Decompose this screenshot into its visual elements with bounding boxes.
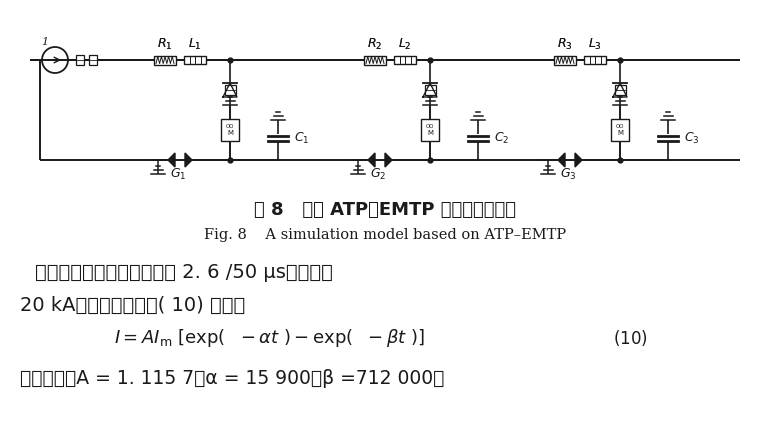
Bar [225, 85, 236, 95]
Text: OO: OO [226, 124, 234, 130]
Polygon shape [168, 153, 175, 167]
Text: 20 kA，其解析式如式( 10) 所示。: 20 kA，其解析式如式( 10) 所示。 [20, 295, 246, 314]
Text: M: M [617, 130, 623, 136]
Bar [76, 55, 84, 65]
Text: $L_3$: $L_3$ [588, 37, 602, 52]
Polygon shape [368, 153, 375, 167]
Bar [424, 85, 436, 95]
Bar [184, 56, 206, 64]
Text: OO: OO [426, 124, 434, 130]
Polygon shape [185, 153, 192, 167]
Bar [89, 55, 97, 65]
Text: $L_2$: $L_2$ [398, 37, 412, 52]
Text: M: M [427, 130, 433, 136]
Polygon shape [558, 153, 565, 167]
Text: $R_3$: $R_3$ [557, 37, 573, 52]
Text: $G_1$: $G_1$ [170, 166, 186, 182]
Bar [364, 56, 386, 64]
Bar [154, 56, 176, 64]
Bar [611, 119, 629, 141]
Text: $L_1$: $L_1$ [188, 37, 202, 52]
Text: OO: OO [616, 124, 624, 130]
Text: $R_1$: $R_1$ [157, 37, 172, 52]
Text: 图 8   采用 ATP－EMTP 建立的仿真模型: 图 8 采用 ATP－EMTP 建立的仿真模型 [254, 201, 516, 219]
Bar [614, 85, 625, 95]
Text: $C_3$: $C_3$ [684, 131, 700, 146]
Bar [554, 56, 576, 64]
Text: $I = AI_{\mathrm{m}}\ [\exp(\ \ -\alpha t\ ) - \exp(\ \ -\beta t\ )]$: $I = AI_{\mathrm{m}}\ [\exp(\ \ -\alpha … [114, 327, 426, 349]
Text: $G_3$: $G_3$ [560, 166, 576, 182]
Text: 1: 1 [42, 37, 49, 47]
Text: $R_1$: $R_1$ [157, 37, 172, 52]
Text: 仿真时使用冲击电流波形为 2. 6 /50 μs，幅值为: 仿真时使用冲击电流波形为 2. 6 /50 μs，幅值为 [35, 264, 333, 283]
Text: $R_2$: $R_2$ [367, 37, 383, 52]
Text: $L_3$: $L_3$ [588, 37, 602, 52]
Text: $C_1$: $C_1$ [294, 131, 310, 146]
Text: $L_1$: $L_1$ [188, 37, 202, 52]
Text: $G_2$: $G_2$ [370, 166, 386, 182]
Text: $C_2$: $C_2$ [494, 131, 509, 146]
Bar [394, 56, 416, 64]
Bar [421, 119, 439, 141]
Text: $L_2$: $L_2$ [398, 37, 412, 52]
Text: $R_3$: $R_3$ [557, 37, 573, 52]
Text: M: M [227, 130, 233, 136]
Text: Fig. 8    A simulation model based on ATP–EMTP: Fig. 8 A simulation model based on ATP–E… [204, 228, 566, 242]
Polygon shape [575, 153, 582, 167]
Bar [584, 56, 606, 64]
Polygon shape [385, 153, 392, 167]
Bar [221, 119, 239, 141]
Text: $( 10)$: $( 10)$ [613, 328, 648, 348]
Text: 经计算得：A = 1. 115 7，α = 15 900，β =712 000。: 经计算得：A = 1. 115 7，α = 15 900，β =712 000。 [20, 369, 444, 388]
Text: $R_2$: $R_2$ [367, 37, 383, 52]
